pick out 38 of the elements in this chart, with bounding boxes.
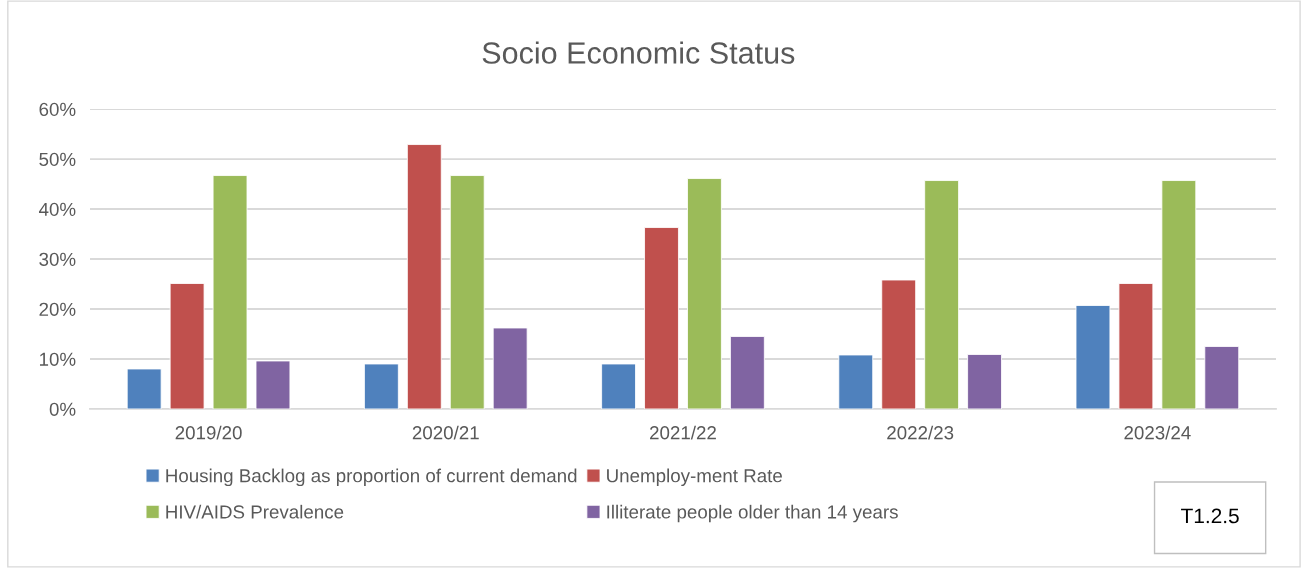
- bar: [687, 178, 722, 409]
- bar: [924, 180, 960, 409]
- bar: [212, 175, 248, 409]
- x-tick-label: 2020/21: [412, 425, 479, 440]
- bar: [601, 363, 636, 409]
- y-tick-label: 60%: [39, 102, 76, 117]
- bar: [1161, 180, 1197, 409]
- bar: [449, 175, 485, 409]
- x-tick-label: 2019/20: [175, 425, 242, 440]
- y-tick-label: 10%: [39, 352, 76, 366]
- bar: [363, 363, 399, 409]
- y-tick-label: 20%: [39, 302, 76, 316]
- bar: [406, 144, 442, 409]
- bar: [492, 327, 528, 409]
- legend-label: Housing Backlog as proportion of current demand: [166, 468, 577, 487]
- text: T1.2.5: [1181, 508, 1239, 524]
- bar: [838, 354, 874, 409]
- bar: [967, 354, 1002, 409]
- bar: [169, 283, 205, 409]
- bar: [126, 368, 162, 409]
- legend-label: Unemploy-ment Rate: [607, 468, 782, 487]
- bar: [644, 227, 679, 409]
- y-tick-label: 50%: [39, 152, 76, 167]
- x-tick-label: 2022/23: [887, 425, 954, 440]
- x-tick-label: 2023/24: [1124, 425, 1191, 440]
- bar: [255, 360, 291, 409]
- bar: [1118, 283, 1154, 409]
- x-tick-label: 2021/22: [650, 425, 716, 440]
- bar: [881, 279, 917, 409]
- y-tick-label: 0%: [49, 402, 76, 416]
- legend-label: HIV/AIDS Prevalence: [166, 504, 344, 519]
- bar: [729, 336, 765, 409]
- y-tick-label: 40%: [38, 202, 76, 216]
- bar: [1204, 346, 1240, 409]
- y-tick-label: 30%: [39, 252, 76, 266]
- bar: [1075, 305, 1111, 409]
- chart-title: Socio Economic Status: [482, 41, 795, 64]
- legend-label: Illiterate people older than 14 years: [607, 504, 898, 523]
